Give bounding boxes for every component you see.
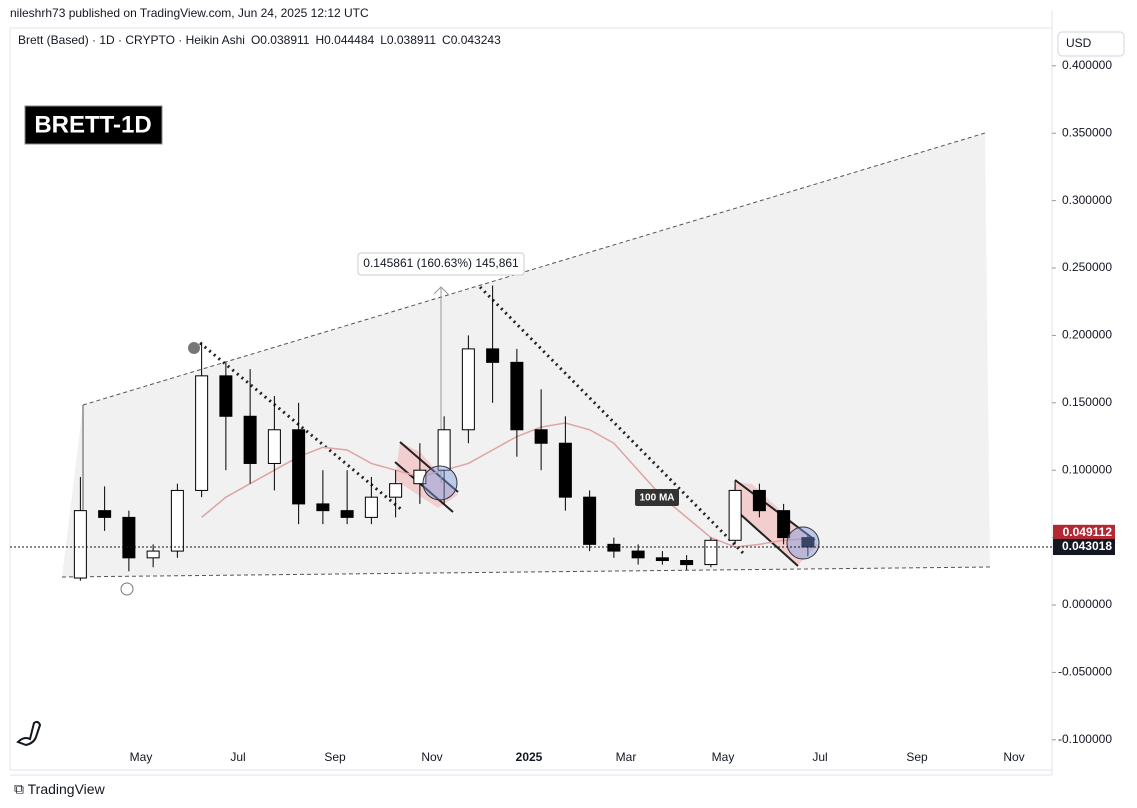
badge-box: [24, 105, 163, 145]
candle-body: [98, 510, 112, 518]
candle-body: [486, 348, 500, 363]
plot: [73, 285, 815, 581]
candle-body: [292, 429, 306, 505]
y-tick-label: 0.350000: [1062, 125, 1112, 139]
y-tick-label: 0.100000: [1062, 462, 1112, 476]
candle-body: [364, 496, 378, 518]
candle-body: [704, 539, 718, 566]
candle-body: [437, 429, 451, 471]
symbol-line: Brett (Based) · 1D · CRYPTO · Heikin Ash…: [18, 33, 501, 47]
footer: ⧉ TradingView: [14, 781, 106, 797]
lower-trendline: [61, 566, 991, 578]
ohlc: O0.038911: [251, 33, 310, 47]
candle-body: [340, 510, 354, 518]
x-tick-label: Jul: [812, 750, 827, 764]
ma-label-box: [635, 489, 679, 506]
currency-button[interactable]: [1057, 31, 1125, 57]
marker-icon: [120, 582, 134, 596]
ohlc: C0.043243: [442, 33, 501, 47]
candle-body: [122, 516, 136, 559]
ohlc: L0.038911: [380, 33, 436, 47]
x-tick-label: Jul: [230, 750, 245, 764]
channel-line: [394, 461, 454, 513]
candle-body: [752, 489, 766, 512]
candle-body: [267, 429, 281, 464]
x-tick-label: Sep: [324, 750, 346, 764]
candle-body: [510, 361, 524, 431]
breakout-circle: [786, 526, 820, 560]
candle-body: [680, 560, 694, 566]
ohlc: H0.044484: [315, 33, 374, 47]
candle-body: [777, 510, 791, 539]
candle-body: [170, 489, 184, 552]
candle-body: [73, 510, 87, 579]
measure-arrow: [433, 286, 449, 295]
candle-body: [558, 442, 572, 498]
price-tag: [1053, 524, 1115, 541]
tv-logo-icon: [16, 720, 42, 747]
y-tick-label: 0.150000: [1062, 395, 1112, 409]
x-tick-label: Sep: [906, 750, 928, 764]
y-tick-label: 0.300000: [1062, 193, 1112, 207]
price-tag-label: 0.043018: [1062, 539, 1112, 553]
y-tick-label: 0.400000: [1062, 58, 1112, 72]
measure-label: 0.145861 (160.63%) 145,861: [363, 256, 519, 270]
candle-body: [195, 375, 209, 491]
x-tick-label: 2025: [516, 750, 543, 764]
x-tick-label: Nov: [421, 750, 442, 764]
marker-icon: [188, 342, 200, 354]
channel-line: [734, 479, 816, 541]
published-line: nileshrh73 published on TradingView.com,…: [10, 6, 369, 20]
badge: BRETT-1D: [34, 111, 151, 138]
y-tick-label: -0.100000: [1058, 732, 1112, 746]
candle-body: [655, 557, 669, 562]
x-tick-label: Mar: [616, 750, 637, 764]
measure-box: [357, 252, 525, 276]
y-tick-label: 0.200000: [1062, 328, 1112, 342]
price-tag: [1053, 539, 1115, 556]
candle-body: [243, 415, 257, 464]
price-tag-label: 0.049112: [1063, 525, 1113, 539]
y-tick-label: -0.050000: [1058, 665, 1112, 679]
candle-body: [607, 543, 621, 552]
x-tick-label: Nov: [1003, 750, 1024, 764]
y-tick-label: 0.000000: [1062, 597, 1112, 611]
candle-body: [583, 496, 597, 545]
breakout-circle: [422, 465, 458, 501]
candle-body: [728, 489, 742, 541]
y-tick-label: 0.250000: [1062, 260, 1112, 274]
candle-body: [316, 503, 330, 512]
candle-body: [146, 550, 160, 559]
currency[interactable]: USD: [1066, 36, 1092, 50]
ma-label: 100 MA: [639, 493, 674, 504]
x-tick-label: May: [130, 750, 153, 764]
symbol: Brett (Based) · 1D · CRYPTO · Heikin Ash…: [18, 33, 245, 47]
candle-body: [219, 375, 233, 417]
footer-brand: TradingView: [28, 781, 106, 797]
candle-body: [631, 550, 645, 559]
candle-body: [534, 429, 548, 444]
flag-channel: [730, 482, 818, 565]
upper-trendline: [82, 132, 986, 406]
down-trendline: [199, 341, 403, 512]
channel-line: [399, 441, 459, 493]
candle-body: [389, 483, 403, 498]
x-tick-label: May: [712, 750, 735, 764]
candle-body: [461, 348, 475, 431]
